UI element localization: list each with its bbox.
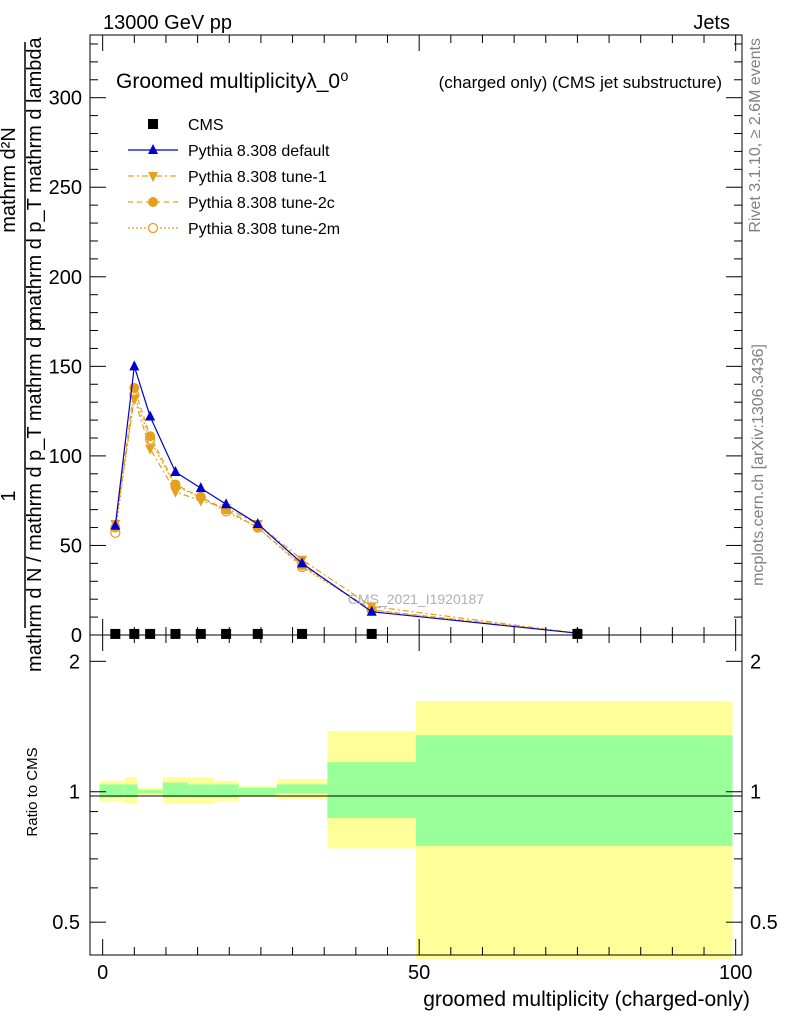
main-y-axis-label: 1 mathrm d N / mathrm d p_T mathrm d p m…	[0, 36, 46, 671]
series-1	[110, 360, 583, 638]
series-point	[221, 628, 232, 639]
legend-entry: CMS	[148, 117, 224, 134]
series-point	[129, 394, 140, 405]
ratio-band-inner	[137, 789, 163, 794]
legend-label: Pythia 8.308 tune-2c	[188, 195, 335, 212]
x-tick-label: 100	[719, 962, 752, 984]
series-point	[366, 628, 377, 639]
series-point	[129, 360, 140, 371]
series-point	[252, 628, 263, 639]
series-point	[145, 444, 156, 455]
header-category-label: Jets	[693, 12, 730, 34]
legend-marker	[148, 172, 158, 182]
ratio-y-tick-label-right: 2	[750, 651, 761, 673]
main-y-tick-label: 200	[49, 267, 82, 289]
ratio-band-inner	[327, 762, 416, 818]
ratio-band-inner	[276, 784, 328, 794]
ratio-y-tick-label: 2	[69, 651, 80, 673]
ylabel-numerator-one: 1	[0, 490, 20, 501]
main-y-tick-label: 300	[49, 88, 82, 110]
main-y-tick-label: 50	[60, 535, 82, 557]
plot-title-main: Groomed multiplicityλ_0⁰	[116, 70, 349, 93]
ratio-y-tick-label-right: 0.5	[750, 912, 778, 934]
main-y-tick-label: 150	[49, 356, 82, 378]
legend-label: Pythia 8.308 tune-2m	[188, 221, 340, 238]
series-point	[170, 487, 181, 498]
ratio-y-tick-label-right: 1	[750, 782, 761, 804]
series-point	[110, 628, 121, 639]
main-y-tick-label: 250	[49, 177, 82, 199]
rivet-version-label: Rivet 3.1.10, ≥ 2.6M events	[747, 38, 764, 233]
ratio-y-axis-label: Ratio to CMS	[24, 747, 41, 836]
series-point	[195, 482, 206, 493]
ratio-band-inner	[416, 735, 733, 846]
series-point	[110, 519, 121, 530]
legend-label: CMS	[188, 117, 224, 134]
ratio-band-inner	[238, 788, 277, 796]
series-3	[110, 382, 583, 639]
series-line	[114, 398, 578, 634]
legend: CMS Pythia 8.308 default Pythia 8.308 tune…	[128, 117, 340, 238]
legend-marker	[148, 144, 158, 154]
legend-marker	[147, 222, 159, 234]
series-4	[110, 389, 583, 639]
legend-entry: Pythia 8.308 tune-2m	[128, 221, 340, 238]
legend-marker	[148, 119, 158, 129]
plot-title-suffix: (charged only) (CMS jet substructure)	[439, 73, 722, 92]
ylabel-numerator-two: mathrm d²N	[0, 127, 20, 233]
ylabel-denominator-two: mathrm d p_T mathrm d lambda	[24, 36, 46, 322]
ratio-plot-frame	[89, 634, 743, 956]
series-point	[195, 628, 206, 639]
ratio-band-inner	[213, 784, 239, 798]
series-2	[110, 394, 583, 640]
main-y-tick-label: 100	[49, 446, 82, 468]
x-tick-label: 0	[97, 962, 108, 984]
ratio-plot-panel: 0.5 0.5 1 1 2 2 0 50 100	[52, 634, 778, 984]
series-line	[114, 366, 578, 634]
plot-title: Groomed multiplicityλ_0⁰ (charged only) …	[116, 70, 722, 93]
series-point	[297, 557, 308, 568]
series-point	[195, 496, 206, 507]
ratio-band-inner	[188, 784, 214, 798]
series-point	[170, 466, 181, 477]
ratio-band-inner	[99, 784, 125, 798]
series-point	[170, 479, 181, 490]
series-point	[170, 628, 181, 639]
series-line	[114, 387, 578, 634]
ratio-band-inner	[124, 784, 138, 798]
analysis-watermark: CMS_2021_I1920187	[348, 591, 484, 607]
ratio-y-tick-label: 0.5	[52, 912, 80, 934]
mcplots-label: mcplots.cern.ch [arXiv:1306.3436]	[750, 344, 767, 586]
legend-entry: Pythia 8.308 tune-2c	[128, 195, 335, 212]
legend-label: Pythia 8.308 tune-1	[188, 169, 327, 186]
series-point	[221, 498, 232, 509]
series-point	[252, 517, 263, 528]
main-y-tick-label: 0	[71, 625, 82, 647]
header-energy-label: 13000 GeV pp	[103, 12, 232, 34]
ylabel-denominator-one: mathrm d N / mathrm d p_T mathrm d p	[24, 320, 46, 672]
series-point	[145, 628, 156, 639]
legend-entry: Pythia 8.308 tune-1	[128, 169, 327, 186]
x-tick-label: 50	[408, 962, 430, 984]
series-line	[114, 394, 578, 634]
series-point	[145, 431, 156, 442]
legend-marker	[148, 197, 158, 207]
ratio-band-inner	[162, 782, 189, 798]
legend-label: Pythia 8.308 default	[188, 143, 330, 160]
series-point	[297, 628, 308, 639]
ratio-y-tick-label: 1	[69, 782, 80, 804]
series-0	[110, 628, 583, 639]
legend-entry: Pythia 8.308 default	[128, 143, 330, 160]
x-axis-label: groomed multiplicity (charged-only)	[423, 988, 750, 1011]
series-point	[145, 410, 156, 421]
main-plot-panel: 0 50 100 150 200 250 300	[49, 34, 743, 647]
series-point	[366, 605, 377, 616]
